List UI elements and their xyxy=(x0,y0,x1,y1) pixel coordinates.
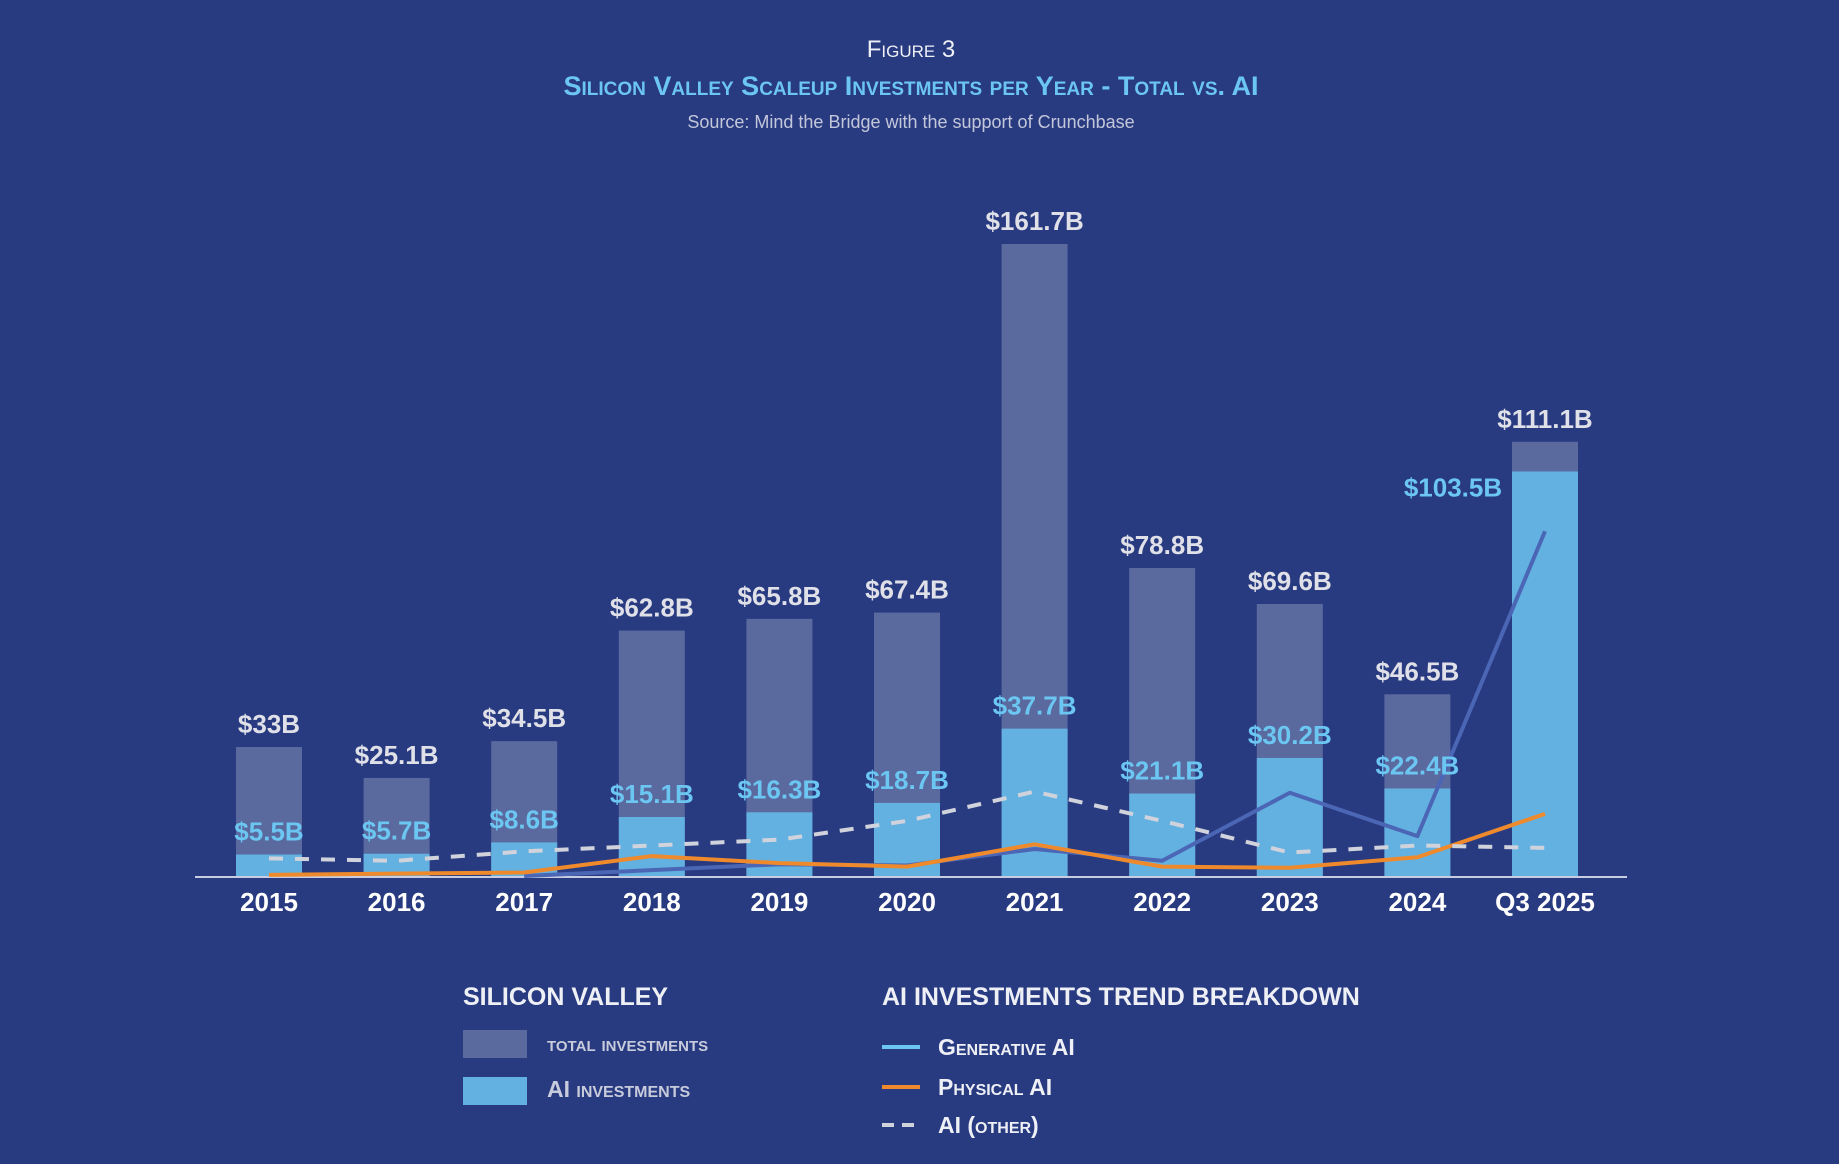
bars-layer xyxy=(236,244,1578,876)
line-ai-other xyxy=(268,789,1546,863)
total-value-label: $33B xyxy=(238,709,300,739)
ai-value-label: $18.7B xyxy=(865,765,949,795)
x-tick-label: 2019 xyxy=(750,887,808,917)
total-value-label: $46.5B xyxy=(1375,656,1459,686)
bar-ai-2015 xyxy=(236,854,302,876)
x-tick-label: 2021 xyxy=(1006,887,1064,917)
bar-ai-2023 xyxy=(1256,757,1323,876)
bar-ai-2018 xyxy=(618,816,685,876)
legend-swatch-ai xyxy=(463,1077,527,1105)
legend-label-ai: AI investments xyxy=(547,1076,691,1102)
x-tick-label: 2018 xyxy=(623,887,681,917)
ai-value-label: $5.7B xyxy=(362,816,431,846)
line-generative-ai xyxy=(524,530,1547,878)
legend-label-other: AI (other) xyxy=(938,1112,1039,1138)
ai-value-label: $15.1B xyxy=(610,779,694,809)
ai-value-label: $5.5B xyxy=(234,817,303,847)
ai-value-label: $22.4B xyxy=(1375,750,1459,780)
legend-label-total: Total investments xyxy=(547,1033,708,1056)
legend-swatch-total xyxy=(463,1030,527,1058)
ai-value-label: $16.3B xyxy=(737,774,821,804)
total-value-label: $25.1B xyxy=(355,740,439,770)
total-value-label: $67.4B xyxy=(865,575,949,605)
ai-value-label: $21.1B xyxy=(1120,756,1204,786)
bar-ai-Q3-2025 xyxy=(1512,471,1578,876)
x-tick-label: 2022 xyxy=(1133,887,1191,917)
x-tick-label: 2020 xyxy=(878,887,936,917)
total-value-label: $65.8B xyxy=(737,581,821,611)
ai-value-label: $103.5B xyxy=(1404,472,1502,502)
x-tick-label: 2016 xyxy=(368,887,426,917)
x-tick-label: 2024 xyxy=(1388,887,1446,917)
x-tick-label: 2017 xyxy=(495,887,553,917)
legend-label-generative: Generative AI xyxy=(938,1034,1075,1060)
figure-label: Figure 3 xyxy=(867,36,956,63)
total-value-label: $111.1B xyxy=(1497,404,1592,434)
x-tick-label: 2023 xyxy=(1261,887,1319,917)
ai-value-label: $30.2B xyxy=(1248,720,1332,750)
chart-title: Silicon Valley Scaleup Investments per Y… xyxy=(564,71,1259,101)
total-value-label: $62.8B xyxy=(610,593,694,623)
labels-layer: $33B $5.5B 2015 $25.1B $5.7B 2016 $34.5B $8.6B 2… xyxy=(234,206,1595,917)
ai-value-label: $8.6B xyxy=(490,804,559,834)
legend: SILICON VALLEY Total investments AI inve… xyxy=(463,983,1360,1138)
lines-layer xyxy=(268,530,1547,878)
legend-label-physical: Physical AI xyxy=(938,1074,1052,1100)
ai-value-label: $37.7B xyxy=(993,691,1077,721)
legend-right-title: AI INVESTMENTS TREND BREAKDOWN xyxy=(882,983,1360,1011)
total-value-label: $69.6B xyxy=(1248,566,1332,596)
total-value-label: $78.8B xyxy=(1120,530,1204,560)
total-value-label: $34.5B xyxy=(482,703,566,733)
chart-subtitle: Source: Mind the Bridge with the support… xyxy=(687,112,1134,132)
total-value-label: $161.7B xyxy=(985,206,1083,236)
x-tick-label: Q3 2025 xyxy=(1495,887,1595,917)
x-tick-label: 2015 xyxy=(240,887,298,917)
legend-left-title: SILICON VALLEY xyxy=(463,983,668,1011)
line-physical-ai xyxy=(268,811,1546,877)
